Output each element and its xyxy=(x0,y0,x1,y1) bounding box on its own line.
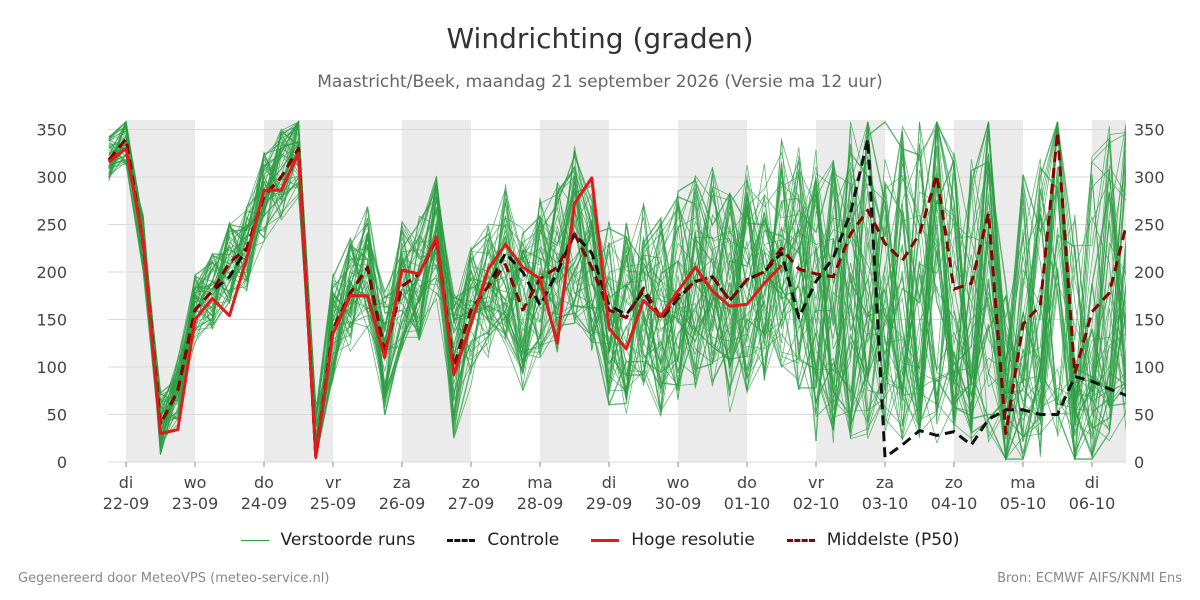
x-tick-weekday: do xyxy=(254,473,274,492)
x-tick-date: 27-09 xyxy=(448,494,495,513)
legend-swatch-ensemble xyxy=(240,539,269,541)
x-tick-date: 24-09 xyxy=(241,494,288,513)
x-tick-date: 01-10 xyxy=(724,494,771,513)
x-tick-date: 30-09 xyxy=(655,494,702,513)
legend-item-median[interactable]: Middelste (P50) xyxy=(786,530,960,550)
x-tick-weekday: di xyxy=(119,473,134,492)
ensemble-run-line xyxy=(108,121,1126,435)
x-tick-weekday: zo xyxy=(945,473,963,492)
ensemble-run-line xyxy=(108,121,1126,454)
footer-source: Bron: ECMWF AIFS/KNMI Ens xyxy=(997,571,1182,586)
x-tick-date: 26-09 xyxy=(379,494,426,513)
ensemble-run-line xyxy=(108,120,1126,440)
y-tick-label-left: 300 xyxy=(36,168,67,187)
footer-generator: Gegenereerd door MeteoVPS (meteo-service… xyxy=(18,571,330,586)
y-tick-label-left: 150 xyxy=(36,311,67,330)
x-tick-weekday: vr xyxy=(325,473,341,492)
legend-swatch-hires xyxy=(591,538,620,542)
x-tick-weekday: ma xyxy=(527,473,552,492)
legend-swatch-median xyxy=(786,538,815,542)
y-tick-label-left: 100 xyxy=(36,358,67,377)
ensemble-run-line xyxy=(108,121,1126,437)
x-tick-date: 22-09 xyxy=(103,494,150,513)
x-tick-weekday: di xyxy=(602,473,617,492)
y-tick-label-right: 350 xyxy=(1134,121,1165,140)
legend-item-control[interactable]: Controle xyxy=(447,530,559,550)
y-tick-label-right: 150 xyxy=(1134,311,1165,330)
ensemble-run-line xyxy=(108,121,1126,455)
ensemble-run-line xyxy=(108,144,1126,454)
ensemble-run-line xyxy=(108,121,1126,460)
ensemble-run-line xyxy=(108,121,1126,460)
y-tick-label-left: 50 xyxy=(47,406,67,425)
ensemble-run-line xyxy=(108,123,1126,442)
x-tick-weekday: zo xyxy=(462,473,480,492)
series-line-hires xyxy=(108,147,783,459)
y-tick-label-right: 100 xyxy=(1134,358,1165,377)
y-tick-label-left: 350 xyxy=(36,121,67,140)
y-tick-label-right: 50 xyxy=(1134,406,1154,425)
legend-label-control: Controle xyxy=(487,530,560,550)
chart-legend: Verstoorde runs Controle Hoge resolutie … xyxy=(0,530,1200,550)
x-tick-weekday: wo xyxy=(184,473,207,492)
legend-label-hires: Hoge resolutie xyxy=(631,530,755,550)
ensemble-run-line xyxy=(108,121,1126,460)
x-tick-weekday: di xyxy=(1085,473,1100,492)
y-tick-label-right: 0 xyxy=(1134,453,1144,472)
x-tick-weekday: za xyxy=(876,473,894,492)
x-tick-date: 02-10 xyxy=(793,494,840,513)
y-tick-label-left: 250 xyxy=(36,216,67,235)
ensemble-run-line xyxy=(108,121,1126,460)
x-tick-date: 25-09 xyxy=(310,494,357,513)
y-tick-label-left: 200 xyxy=(36,263,67,282)
ensemble-run-line xyxy=(108,121,1126,460)
x-tick-date: 03-10 xyxy=(862,494,909,513)
chart-title: Windrichting (graden) xyxy=(446,22,754,55)
x-tick-date: 29-09 xyxy=(586,494,633,513)
legend-label-ensemble: Verstoorde runs xyxy=(280,530,416,550)
legend-item-ensemble[interactable]: Verstoorde runs xyxy=(240,530,416,550)
x-tick-date: 23-09 xyxy=(172,494,219,513)
x-tick-weekday: ma xyxy=(1010,473,1035,492)
x-tick-weekday: vr xyxy=(808,473,824,492)
y-tick-label-right: 300 xyxy=(1134,168,1165,187)
y-tick-label-left: 0 xyxy=(57,453,67,472)
x-tick-weekday: wo xyxy=(667,473,690,492)
ensemble-run-line xyxy=(108,121,1126,460)
legend-swatch-control xyxy=(447,538,476,542)
y-tick-label-right: 200 xyxy=(1134,263,1165,282)
chart-subtitle: Maastricht/Beek, maandag 21 september 20… xyxy=(317,72,883,92)
x-tick-date: 28-09 xyxy=(517,494,564,513)
y-tick-label-right: 250 xyxy=(1134,216,1165,235)
x-tick-date: 04-10 xyxy=(931,494,978,513)
series-line-median xyxy=(108,130,1126,459)
legend-item-hires[interactable]: Hoge resolutie xyxy=(591,530,755,550)
x-tick-weekday: do xyxy=(737,473,757,492)
ensemble-run-line xyxy=(108,121,1126,459)
x-tick-date: 05-10 xyxy=(1000,494,1047,513)
x-tick-weekday: za xyxy=(393,473,411,492)
x-tick-date: 06-10 xyxy=(1069,494,1116,513)
legend-label-median: Middelste (P50) xyxy=(826,530,960,550)
